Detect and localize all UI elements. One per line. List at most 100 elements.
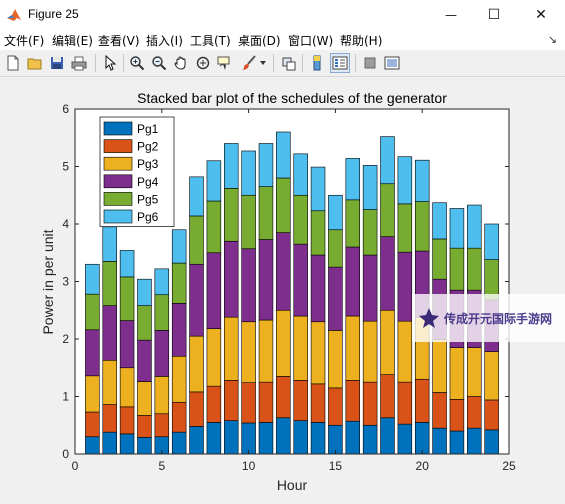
bar-pg1-hour-17 <box>362 424 378 455</box>
chevron-down-icon[interactable] <box>258 53 268 73</box>
bar-pg4-hour-5 <box>154 330 170 377</box>
bar-pg1-hour-22 <box>449 430 465 455</box>
bar-group <box>85 131 499 455</box>
menu-insert[interactable]: 插入(I) <box>146 34 183 48</box>
bar-pg5-hour-14 <box>310 210 326 256</box>
bar-pg2-hour-8 <box>206 385 222 423</box>
x-tick-label: 5 <box>158 459 165 473</box>
toolbar-separator <box>273 54 274 72</box>
bar-pg3-hour-1 <box>85 375 100 413</box>
bar-pg4-hour-1 <box>85 329 100 377</box>
dock-arrow-icon[interactable]: ↘ <box>547 33 557 46</box>
save-icon[interactable] <box>47 53 67 73</box>
chart-title: Stacked bar plot of the schedules of the… <box>137 90 447 106</box>
bar-pg6-hour-7 <box>189 176 204 217</box>
logo-icon <box>419 308 439 328</box>
bar-pg2-hour-16 <box>345 380 361 422</box>
bar-pg5-hour-1 <box>85 293 100 331</box>
bar-pg5-hour-17 <box>362 209 378 256</box>
bar-pg2-hour-23 <box>467 396 482 429</box>
zoom-out-icon[interactable] <box>149 53 169 73</box>
bar-pg1-hour-7 <box>189 426 204 455</box>
bar-pg1-hour-6 <box>171 431 187 455</box>
menu-view[interactable]: 查看(V) <box>98 34 140 48</box>
bar-pg5-hour-5 <box>154 294 170 331</box>
bar-pg2-hour-21 <box>432 392 447 429</box>
bar-pg1-hour-16 <box>345 420 361 455</box>
bar-pg4-hour-18 <box>380 236 395 311</box>
bar-pg5-hour-15 <box>328 229 343 268</box>
legend-label-pg3: Pg3 <box>137 157 159 171</box>
bar-pg4-hour-19 <box>397 251 413 322</box>
toolbar-separator <box>355 54 356 72</box>
bar-pg3-hour-22 <box>449 347 465 400</box>
bar-pg6-hour-24 <box>484 223 499 260</box>
bar-pg6-hour-5 <box>154 268 170 296</box>
bar-pg4-hour-8 <box>206 252 222 329</box>
bar-pg1-hour-9 <box>224 420 239 455</box>
bar-pg2-hour-1 <box>85 411 100 438</box>
bar-pg6-hour-11 <box>258 143 274 187</box>
hide-plot-tools-icon[interactable] <box>360 53 380 73</box>
x-axis: 0 5 10 15 20 25 <box>72 109 516 473</box>
brush-icon[interactable] <box>239 53 259 73</box>
minimize-icon: — <box>445 8 457 22</box>
bar-pg4-hour-6 <box>171 303 187 357</box>
x-axis-label: Hour <box>277 477 308 493</box>
bar-pg4-hour-12 <box>276 232 291 311</box>
open-file-icon[interactable] <box>25 53 45 73</box>
pointer-icon[interactable] <box>100 53 120 73</box>
minimize-button[interactable]: — <box>428 0 474 30</box>
bar-pg5-hour-18 <box>380 183 395 237</box>
menu-tools[interactable]: 工具(T) <box>190 34 231 48</box>
x-tick-label: 0 <box>72 459 79 473</box>
window-title: Figure 25 <box>28 7 79 21</box>
maximize-button[interactable]: ☐ <box>471 0 517 30</box>
bar-pg5-hour-22 <box>449 247 465 291</box>
bar-pg2-hour-4 <box>137 415 152 438</box>
stacked-bar-chart: 0 1 2 3 4 5 6 0 5 10 15 20 25 Stacked bar plot of t… <box>40 90 516 493</box>
bar-pg3-hour-21 <box>432 339 447 393</box>
bar-pg4-hour-16 <box>345 246 361 317</box>
zoom-in-icon[interactable] <box>127 53 147 73</box>
menu-edit[interactable]: 编辑(E) <box>52 34 93 48</box>
pan-icon[interactable] <box>171 53 191 73</box>
menu-desktop[interactable]: 桌面(D) <box>238 34 281 48</box>
bar-pg4-hour-2 <box>102 305 117 361</box>
bar-pg1-hour-13 <box>293 420 308 455</box>
bar-pg2-hour-19 <box>397 381 413 425</box>
print-icon[interactable] <box>69 53 89 73</box>
new-figure-icon[interactable] <box>3 53 23 73</box>
bar-pg3-hour-9 <box>224 316 239 381</box>
menu-help[interactable]: 帮助(H) <box>340 34 383 48</box>
close-button[interactable]: ✕ <box>518 0 564 30</box>
bar-pg2-hour-22 <box>449 399 465 432</box>
data-cursor-icon[interactable] <box>215 53 235 73</box>
bar-pg5-hour-3 <box>119 276 135 321</box>
legend-icon[interactable] <box>330 53 350 73</box>
bar-pg2-hour-13 <box>293 380 308 421</box>
bar-pg2-hour-3 <box>119 406 135 435</box>
bar-pg5-hour-20 <box>414 201 430 252</box>
bar-pg3-hour-5 <box>154 376 170 415</box>
bar-pg4-hour-9 <box>224 240 239 318</box>
bar-pg1-hour-4 <box>137 437 152 455</box>
close-icon: ✕ <box>535 7 547 23</box>
menu-file[interactable]: 文件(F) <box>4 34 45 48</box>
rotate-3d-icon[interactable] <box>193 53 213 73</box>
bar-pg1-hour-12 <box>276 417 291 455</box>
menu-window[interactable]: 窗口(W) <box>288 34 334 48</box>
title-bar: Figure 25 — ☐ ✕ <box>0 0 565 30</box>
legend-label-pg6: Pg6 <box>137 210 159 224</box>
bar-pg3-hour-16 <box>345 315 361 381</box>
bar-pg4-hour-17 <box>362 254 378 322</box>
y-axis-label: Power in per unit <box>40 229 56 334</box>
bar-pg2-hour-10 <box>241 382 256 424</box>
colorbar-icon[interactable] <box>307 53 327 73</box>
menu-bar: 文件(F) 编辑(E) 查看(V) 插入(I) 工具(T) 桌面(D) 窗口(W… <box>0 30 565 50</box>
bar-pg1-hour-8 <box>206 422 222 455</box>
show-plot-tools-icon[interactable] <box>382 53 402 73</box>
link-plot-icon[interactable] <box>279 53 299 73</box>
bar-pg4-hour-11 <box>258 239 274 321</box>
bar-pg3-hour-14 <box>310 321 326 385</box>
